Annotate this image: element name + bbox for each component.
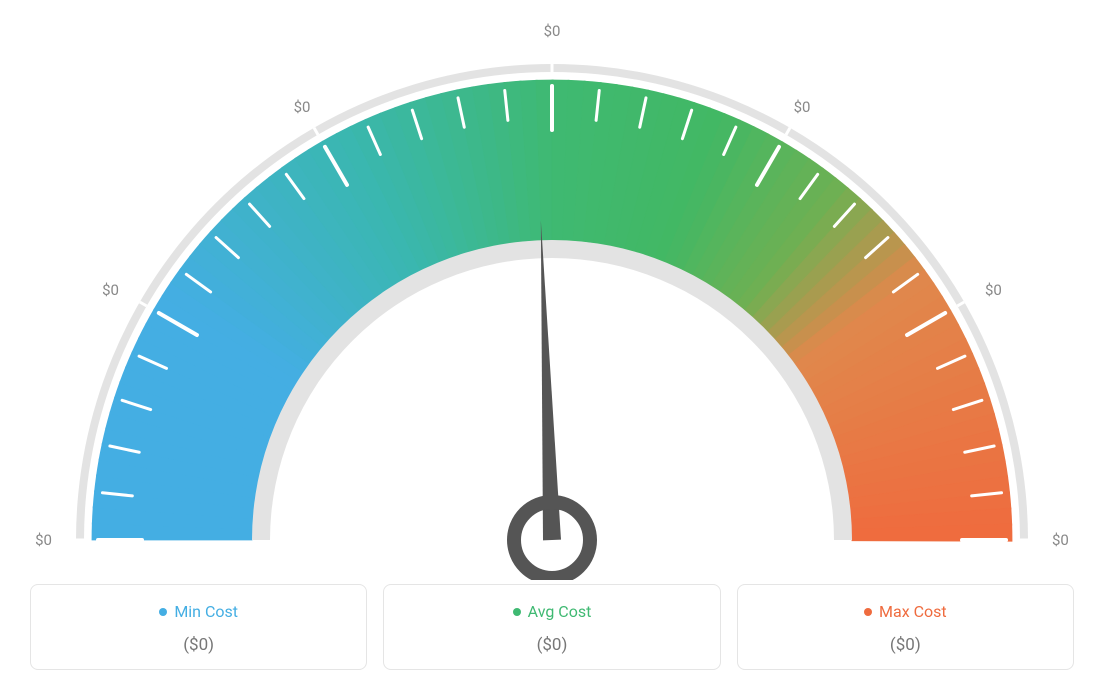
legend-value-avg: ($0): [394, 635, 709, 655]
gauge-tick-label: $0: [102, 281, 119, 299]
legend-value-min: ($0): [41, 635, 356, 655]
gauge-tick-label: $0: [35, 531, 52, 549]
legend-title-avg: Avg Cost: [513, 602, 592, 621]
legend-title-max: Max Cost: [864, 602, 947, 621]
legend-card-avg: Avg Cost ($0): [383, 584, 720, 671]
cost-gauge-widget: $0 $0 $0 $0 $0 $0 $0 Min Cost ($0) Avg Cost ($…: [0, 0, 1104, 690]
gauge-needle: [541, 220, 561, 540]
legend-label-min: Min Cost: [174, 602, 238, 621]
legend-label-avg: Avg Cost: [528, 602, 592, 621]
legend-row: Min Cost ($0) Avg Cost ($0) Max Cost ($0…: [30, 584, 1074, 671]
legend-title-min: Min Cost: [159, 602, 238, 621]
legend-label-max: Max Cost: [879, 602, 947, 621]
gauge-tick-label: $0: [1052, 531, 1069, 549]
gauge-tick-label: $0: [985, 281, 1002, 299]
legend-card-max: Max Cost ($0): [737, 584, 1074, 671]
gauge-area: $0 $0 $0 $0 $0 $0 $0: [2, 0, 1102, 560]
legend-value-max: ($0): [748, 635, 1063, 655]
legend-dot-min: [159, 608, 167, 616]
gauge-tick-label: $0: [794, 98, 811, 116]
gauge-svg: [2, 0, 1102, 580]
gauge-tick-label: $0: [294, 98, 311, 116]
legend-dot-avg: [513, 608, 521, 616]
legend-card-min: Min Cost ($0): [30, 584, 367, 671]
gauge-tick-label: $0: [544, 22, 561, 40]
legend-dot-max: [864, 608, 872, 616]
